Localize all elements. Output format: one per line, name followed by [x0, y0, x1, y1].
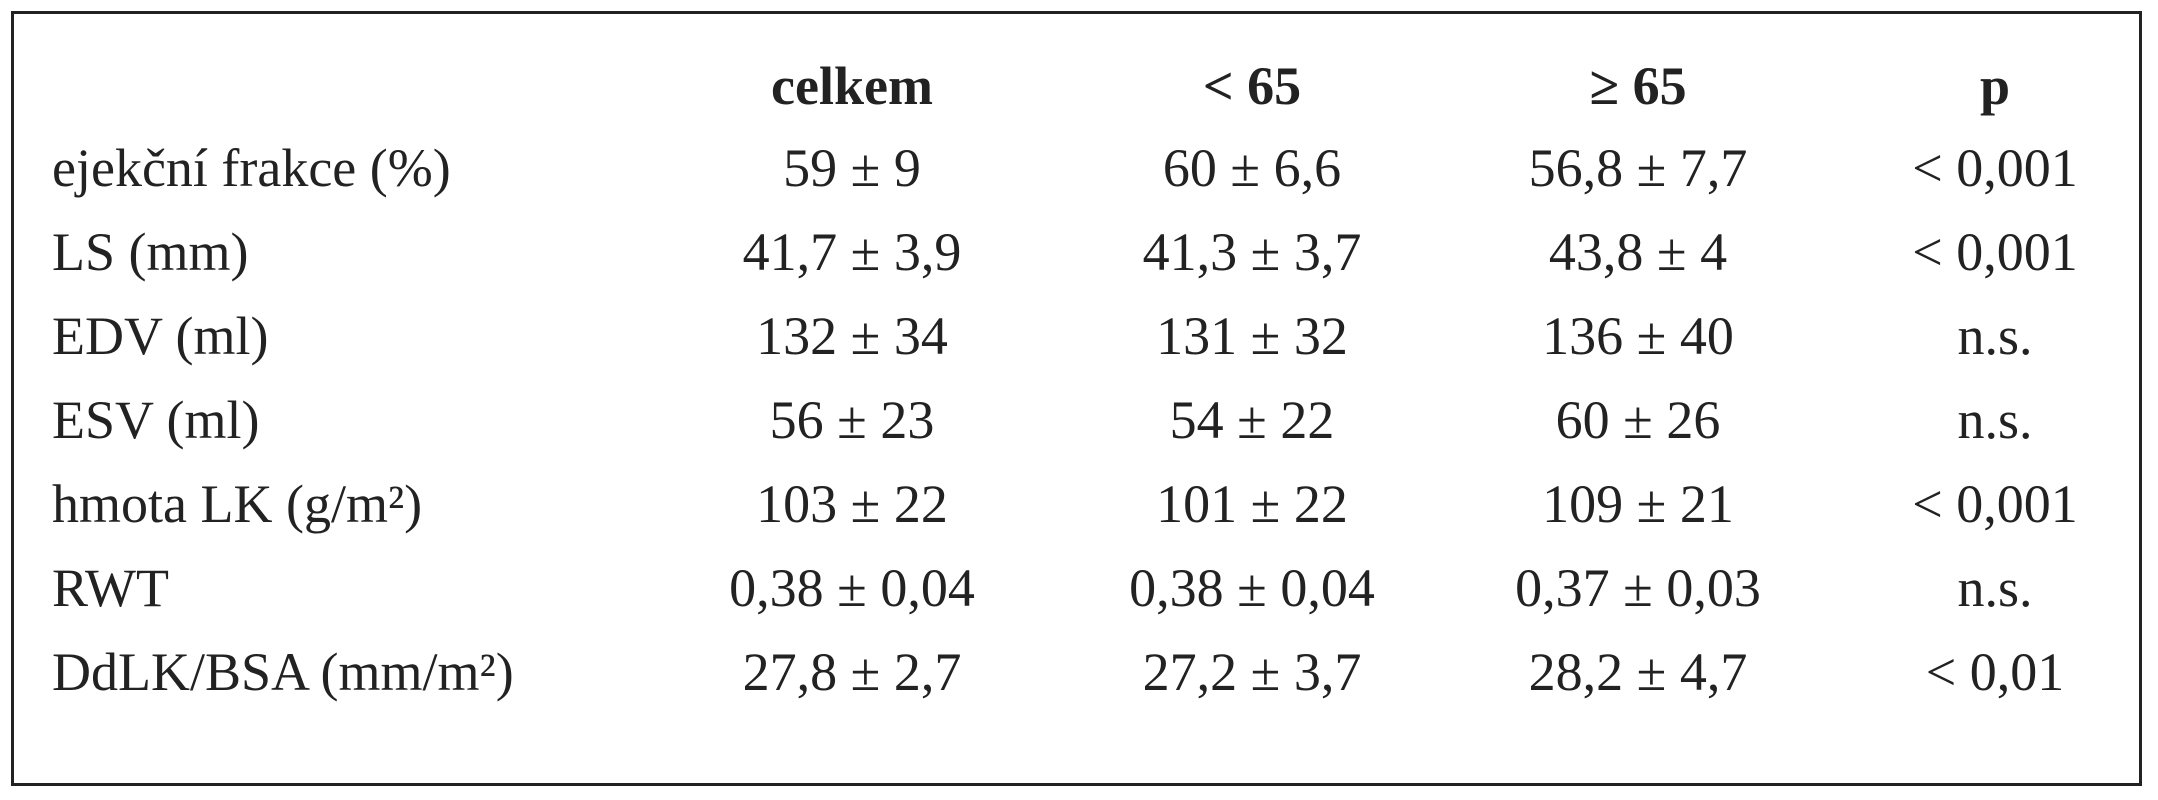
column-header: < 65 [1202, 56, 1302, 116]
cell-value: 28,2 ± 4,7 [1528, 642, 1748, 702]
cell-value: 101 ± 22 [1156, 474, 1348, 534]
cell-value: 41,3 ± 3,7 [1142, 222, 1362, 282]
column-header: celkem [771, 56, 933, 116]
column-header: p [1979, 56, 2011, 116]
row-label: LS (mm) [52, 222, 249, 282]
cell-value: 0,38 ± 0,04 [729, 558, 975, 618]
cell-value: 0,38 ± 0,04 [1129, 558, 1375, 618]
cell-value: 54 ± 22 [1169, 390, 1335, 450]
cell-value: 56,8 ± 7,7 [1528, 138, 1748, 198]
table-frame: celkem < 65 ≥ 65 p ejekční frakce (%) 59 ± 9 6… [11, 11, 2142, 786]
cell-value: 103 ± 22 [756, 474, 948, 534]
cell-value: 136 ± 40 [1542, 306, 1734, 366]
row-label: hmota LK (g/m²) [52, 474, 423, 534]
row-label: ESV (ml) [52, 390, 260, 450]
cell-value: 27,2 ± 3,7 [1142, 642, 1362, 702]
cell-value: 27,8 ± 2,7 [742, 642, 962, 702]
cell-value: n.s. [1957, 390, 2033, 450]
cell-value: 43,8 ± 4 [1548, 222, 1728, 282]
row-label: EDV (ml) [52, 306, 269, 366]
cell-value: 41,7 ± 3,9 [742, 222, 962, 282]
cell-value: 132 ± 34 [756, 306, 948, 366]
cell-value: < 0,001 [1912, 138, 2078, 198]
cell-value: 131 ± 32 [1156, 306, 1348, 366]
row-label: RWT [52, 558, 169, 618]
cell-value: 56 ± 23 [769, 390, 935, 450]
row-label: DdLK/BSA (mm/m²) [52, 642, 514, 702]
cell-value: 0,37 ± 0,03 [1515, 558, 1761, 618]
cell-value: n.s. [1957, 558, 2033, 618]
row-label: ejekční frakce (%) [52, 138, 451, 198]
cell-value: 109 ± 21 [1542, 474, 1734, 534]
cell-value: 59 ± 9 [783, 138, 921, 198]
cell-value: n.s. [1957, 306, 2033, 366]
cell-value: < 0,001 [1912, 222, 2078, 282]
column-header: ≥ 65 [1589, 56, 1687, 116]
cell-value: < 0,001 [1912, 474, 2078, 534]
cell-value: 60 ± 6,6 [1162, 138, 1342, 198]
cell-value: 60 ± 26 [1555, 390, 1721, 450]
cell-value: < 0,01 [1925, 642, 2065, 702]
